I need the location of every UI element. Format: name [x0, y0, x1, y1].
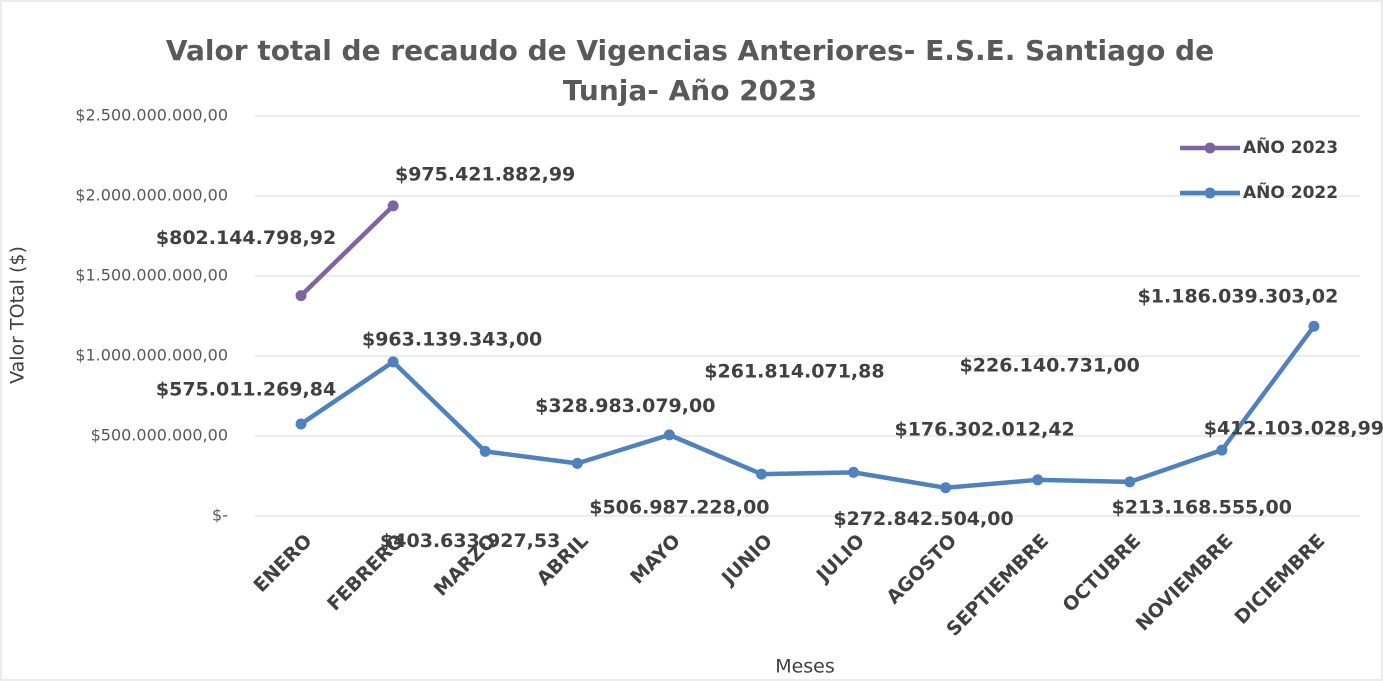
- data-label: $1.186.039.303,02: [1138, 286, 1339, 308]
- data-label: $261.814.071,88: [704, 361, 884, 383]
- series-line: [298, 203, 396, 298]
- data-point: [387, 356, 399, 368]
- y-tick-label: $500.000.000,00: [91, 426, 228, 445]
- chart-title: Tunja- Año 2023: [563, 74, 817, 107]
- data-label: $506.987.228,00: [589, 496, 769, 518]
- data-point: [1308, 320, 1320, 332]
- data-point: [940, 482, 952, 494]
- data-label: $272.842.504,00: [833, 508, 1013, 530]
- data-point: [295, 418, 307, 430]
- chart-title: Valor total de recaudo de Vigencias Ante…: [166, 34, 1214, 67]
- data-label: $975.421.882,99: [395, 163, 575, 185]
- data-point: [1124, 476, 1136, 488]
- data-label: $328.983.079,00: [535, 395, 715, 417]
- legend-label: AÑO 2022: [1243, 180, 1338, 203]
- data-point: [479, 445, 491, 457]
- data-point: [295, 290, 307, 302]
- legend-marker: [1204, 142, 1216, 154]
- data-point: [755, 468, 767, 480]
- data-point: [1216, 444, 1228, 456]
- y-tick-label: $1.500.000.000,00: [75, 266, 228, 285]
- series-line: [298, 323, 1317, 491]
- data-point: [1032, 474, 1044, 486]
- y-tick-label: $2.000.000.000,00: [75, 186, 228, 205]
- y-tick-label: $-: [212, 506, 228, 525]
- data-point: [663, 429, 675, 441]
- data-label: $176.302.012,42: [894, 418, 1074, 440]
- data-label: $412.103.028,99: [1204, 418, 1383, 440]
- y-tick-label: $1.000.000.000,00: [75, 346, 228, 365]
- data-label: $575.011.269,84: [156, 378, 336, 400]
- x-axis-title: Meses: [775, 656, 835, 678]
- legend-marker: [1204, 187, 1216, 199]
- data-label: $213.168.555,00: [1112, 496, 1292, 518]
- data-point: [848, 466, 860, 478]
- data-point: [571, 457, 583, 469]
- data-point: [387, 200, 399, 212]
- y-tick-label: $2.500.000.000,00: [75, 106, 228, 125]
- y-axis-title: Valor TOtal ($): [7, 246, 29, 384]
- data-label: $403.633.927,53: [380, 530, 560, 552]
- data-label: $226.140.731,00: [960, 354, 1140, 376]
- data-label: $802.144.798,92: [156, 227, 336, 249]
- legend-label: AÑO 2023: [1243, 135, 1338, 158]
- data-label: $963.139.343,00: [362, 328, 542, 350]
